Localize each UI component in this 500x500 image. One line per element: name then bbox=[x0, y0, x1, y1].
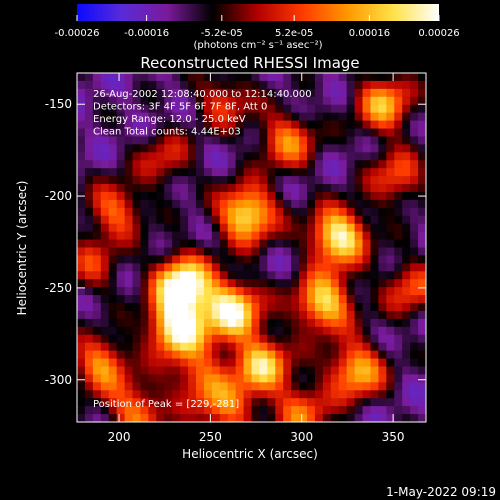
x-tick-label: 200 bbox=[108, 430, 131, 444]
peak-position-label: Position of Peak = [229,-281] bbox=[93, 399, 239, 410]
colorbar-ticks: -0.00026 -0.00016 -5.2e-05 5.2e-05 0.00016 0.… bbox=[55, 15, 460, 39]
annotation-line: 26-Aug-2002 12:08:40.000 to 12:14:40.000 bbox=[93, 89, 312, 100]
annotations: 26-Aug-2002 12:08:40.000 to 12:14:40.000… bbox=[93, 89, 312, 138]
annotation-line: Detectors: 3F 4F 5F 6F 7F 8F, Att 0 bbox=[93, 102, 267, 113]
x-tick-label: 250 bbox=[199, 430, 222, 444]
colorbar-tick-label: -0.00026 bbox=[55, 28, 100, 39]
annotation-line: Clean Total counts: 4.44E+03 bbox=[93, 127, 241, 138]
footer-date: 1-May-2022 09:19 bbox=[386, 485, 496, 499]
x-axis-label: Heliocentric X (arcsec) bbox=[182, 447, 318, 461]
colorbar-tick-label: -5.2e-05 bbox=[201, 28, 243, 39]
y-tick-label: -150 bbox=[45, 97, 72, 111]
colorbar-units-label: (photons cm⁻² s⁻¹ asec⁻²) bbox=[193, 40, 322, 51]
colorbar-tick-label: -0.00016 bbox=[124, 28, 169, 39]
axis-ticks: 200 250 300 350 -150 -200 -250 -300 bbox=[45, 73, 426, 444]
y-axis-label: Heliocentric Y (arcsec) bbox=[15, 181, 29, 316]
colorbar-tick-label: 0.00026 bbox=[418, 28, 459, 39]
colorbar-tick-label: 5.2e-05 bbox=[275, 28, 313, 39]
chart-title: Reconstructed RHESSI Image bbox=[140, 54, 359, 72]
x-tick-label: 300 bbox=[290, 430, 313, 444]
heatmap bbox=[77, 73, 426, 422]
colorbar bbox=[77, 4, 439, 21]
y-tick-label: -250 bbox=[45, 281, 72, 295]
y-tick-label: -300 bbox=[45, 373, 72, 387]
y-tick-label: -200 bbox=[45, 189, 72, 203]
colorbar-tick-label: 0.00016 bbox=[349, 28, 390, 39]
x-tick-label: 350 bbox=[382, 430, 405, 444]
plot-frame bbox=[76, 72, 427, 423]
annotation-line: Energy Range: 12.0 - 25.0 keV bbox=[93, 114, 246, 125]
